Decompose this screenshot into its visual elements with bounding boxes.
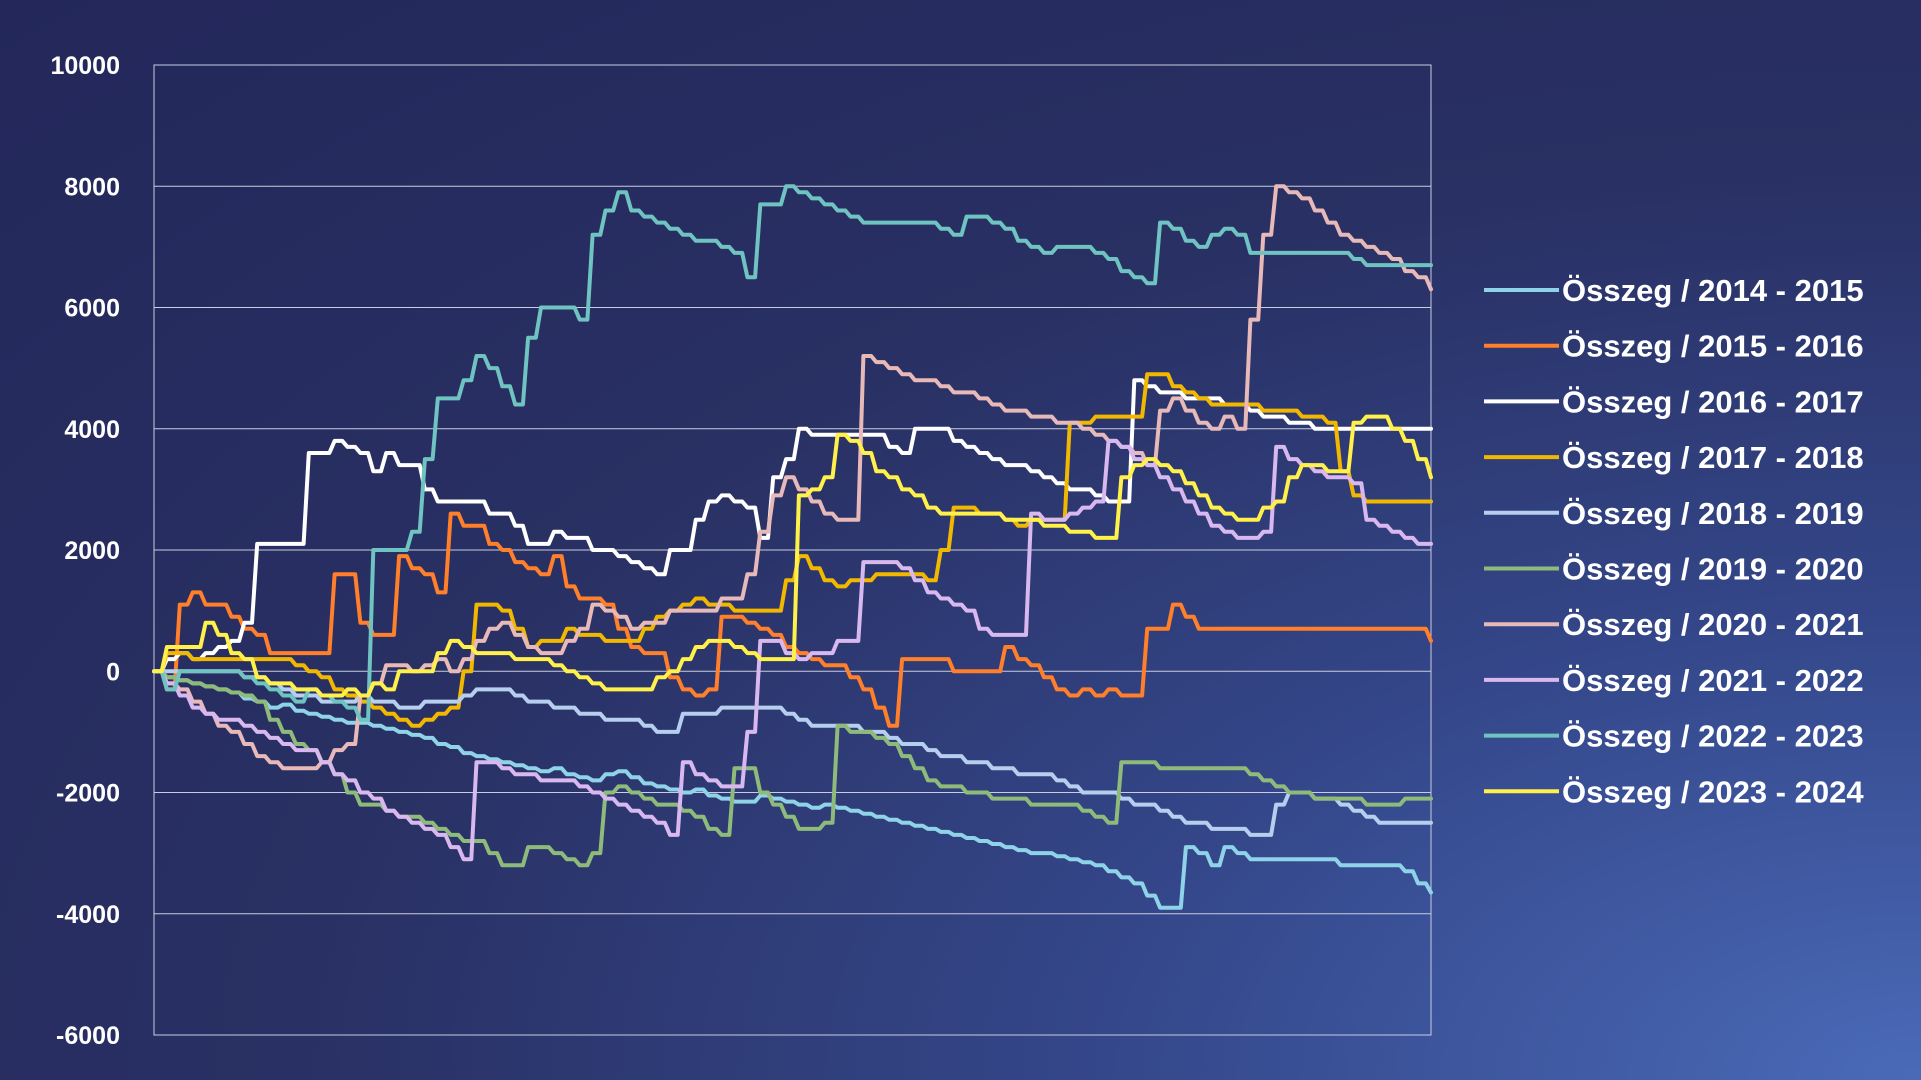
legend-label: Összeg / 2020 - 2021 (1562, 607, 1864, 642)
legend-label: Összeg / 2019 - 2020 (1562, 552, 1864, 587)
series-lines (152, 184, 1433, 910)
legend-label: Összeg / 2014 - 2015 (1562, 273, 1864, 308)
y-tick-label: 8000 (64, 173, 120, 201)
legend-item-8: Összeg / 2021 - 2022 (1484, 663, 1864, 698)
y-tick-label: 10000 (50, 52, 120, 80)
legend-label: Összeg / 2015 - 2016 (1562, 329, 1864, 364)
legend-item-5: Összeg / 2018 - 2019 (1484, 496, 1864, 531)
y-tick-label: 6000 (64, 295, 120, 323)
y-tick-label: 0 (106, 658, 120, 686)
legend-label: Összeg / 2023 - 2024 (1562, 774, 1864, 809)
y-axis: 10000 8000 6000 4000 2000 0 -2000 -4000 -6000 (50, 52, 120, 1050)
series-line-9 (152, 184, 1433, 722)
legend-item-9: Összeg / 2022 - 2023 (1484, 719, 1864, 754)
y-tick-label: -2000 (56, 780, 120, 808)
legend-item-4: Összeg / 2017 - 2018 (1484, 440, 1864, 475)
legend-label: Összeg / 2017 - 2018 (1562, 440, 1864, 475)
legend-item-7: Összeg / 2020 - 2021 (1484, 607, 1864, 642)
series-line-3 (152, 378, 1433, 674)
legend-label: Összeg / 2016 - 2017 (1562, 384, 1864, 419)
legend-label: Összeg / 2022 - 2023 (1562, 719, 1864, 754)
y-tick-label: -6000 (56, 1022, 120, 1050)
series-line-1 (152, 669, 1433, 910)
legend-item-1: Összeg / 2014 - 2015 (1484, 273, 1864, 308)
y-tick-label: -4000 (56, 901, 120, 929)
legend-item-6: Összeg / 2019 - 2020 (1484, 552, 1864, 587)
gridlines (153, 64, 1432, 1036)
series-line-10 (152, 414, 1433, 698)
legend: Összeg / 2014 - 2015 Összeg / 2015 - 2016… (1484, 273, 1864, 809)
legend-item-10: Összeg / 2023 - 2024 (1484, 774, 1864, 809)
legend-label: Összeg / 2018 - 2019 (1562, 496, 1864, 531)
legend-label: Összeg / 2021 - 2022 (1562, 663, 1864, 698)
y-tick-label: 4000 (64, 416, 120, 444)
y-tick-label: 2000 (64, 537, 120, 565)
legend-item-3: Összeg / 2016 - 2017 (1484, 384, 1864, 419)
legend-item-2: Összeg / 2015 - 2016 (1484, 329, 1864, 364)
series-line-7 (152, 184, 1433, 771)
series-line-6 (152, 669, 1433, 868)
